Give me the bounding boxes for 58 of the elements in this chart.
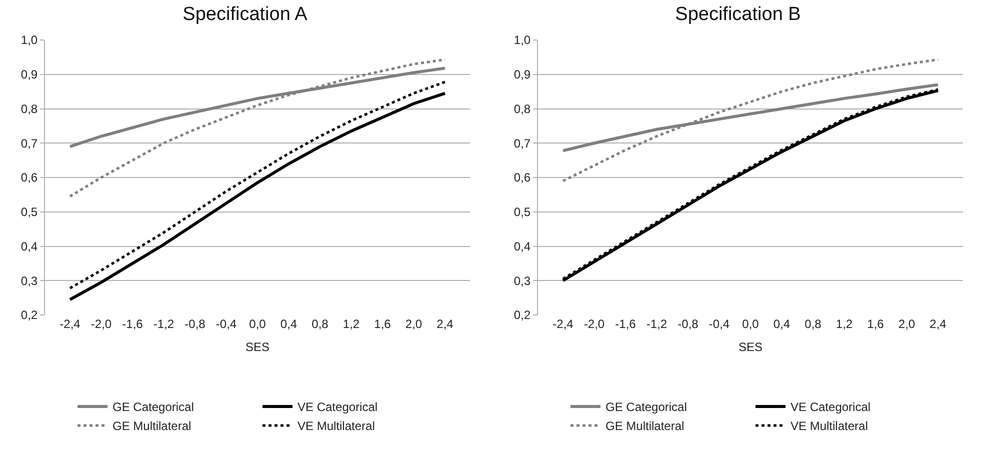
x-tick-label: -0,4 [708,317,730,331]
x-tick-label: 1,2 [836,317,853,331]
legend-label: GE Categorical [112,400,194,414]
x-tick-label: -0,4 [216,317,237,331]
x-tick-label: 1,2 [342,317,360,331]
x-tick-label: -0,8 [678,317,699,331]
legend-label: GE Categorical [606,400,687,414]
y-tick-label: 0,5 [514,205,531,220]
y-tick-label: 0,4 [20,239,38,254]
legend-label: VE Categorical [790,400,871,414]
line-series [562,58,940,182]
chart-title: Specification B [675,4,801,26]
x-tick-label: -1,2 [153,317,174,331]
x-tick-label: 0,8 [804,317,822,331]
x-tick-label: 0,4 [773,317,790,331]
y-tick-label: 0,9 [20,68,38,82]
y-tick-label: 0,6 [514,170,531,185]
x-tick-label: 0,4 [280,317,298,331]
y-tick-label: 0,8 [514,102,531,116]
x-axis-title: SES [738,340,763,354]
y-tick-label: 0,4 [514,239,531,254]
x-tick-label: -1,6 [122,317,144,331]
y-tick-label: 1,0 [514,33,531,48]
x-tick-label: 2,4 [436,317,454,331]
x-tick-label: -2,4 [552,317,574,331]
x-tick-label: 2,4 [930,317,947,331]
x-tick-label: -2,0 [90,317,112,331]
legend-label: VE Categorical [298,400,378,414]
x-tick-label: 0,8 [312,317,329,331]
x-tick-label: 1,6 [867,317,884,331]
y-tick-label: 0,3 [20,274,38,288]
y-tick-label: 0,2 [514,308,531,322]
x-tick-label: 2,0 [405,317,422,331]
x-tick-label: -2,4 [60,317,81,331]
x-tick-label: -1,6 [615,317,636,331]
y-tick-label: 0,8 [20,102,38,116]
y-tick-label: 0,2 [20,308,38,322]
legend-label: VE Multilateral [790,419,868,434]
legend-label: GE Multilateral [606,419,684,434]
y-tick-label: 0,7 [514,136,531,150]
x-axis-title: SES [245,340,270,354]
x-tick-label: 0,0 [742,317,760,331]
line-series [68,58,446,198]
x-tick-label: -1,2 [646,317,668,331]
y-tick-label: 0,9 [514,68,531,82]
x-tick-label: -2,0 [584,317,605,331]
x-tick-label: 0,0 [249,317,266,331]
y-tick-label: 1,0 [20,33,38,48]
y-tick-label: 0,6 [20,170,38,185]
chart-title: Specification A [182,4,308,26]
legend-label: VE Multilateral [298,419,375,434]
x-tick-label: -0,8 [184,317,206,331]
y-tick-label: 0,7 [20,136,38,150]
y-tick-label: 0,3 [514,274,531,288]
y-tick-label: 0,5 [20,205,38,220]
x-tick-label: 1,6 [374,317,392,331]
legend-label: GE Multilateral [112,419,192,434]
x-tick-label: 2,0 [898,317,916,331]
